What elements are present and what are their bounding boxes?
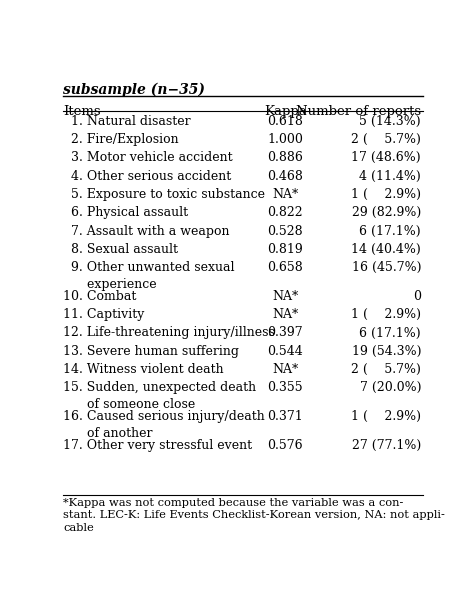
Text: 4 (11.4%): 4 (11.4%) [359, 170, 421, 182]
Text: 5 (14.3%): 5 (14.3%) [359, 115, 421, 128]
Text: 19 (54.3%): 19 (54.3%) [352, 345, 421, 358]
Text: 14 (40.4%): 14 (40.4%) [351, 243, 421, 256]
Text: *Kappa was not computed because the variable was a con-
stant. LEC-K: Life Event: *Kappa was not computed because the vari… [63, 498, 445, 533]
Text: 0.397: 0.397 [267, 327, 303, 340]
Text: subsample (n−35): subsample (n−35) [63, 83, 205, 97]
Text: 10. Combat: 10. Combat [63, 290, 137, 303]
Text: 2 (  5.7%): 2 ( 5.7%) [351, 363, 421, 376]
Text: Items: Items [63, 105, 100, 118]
Text: NA*: NA* [272, 363, 298, 376]
Text: Kappa: Kappa [264, 105, 307, 118]
Text: 14. Witness violent death: 14. Witness violent death [63, 363, 224, 376]
Text: 0.618: 0.618 [267, 115, 303, 128]
Text: 0.886: 0.886 [267, 151, 303, 165]
Text: 13. Severe human suffering: 13. Severe human suffering [63, 345, 239, 358]
Text: Number of reports: Number of reports [296, 105, 421, 118]
Text: 1 (  2.9%): 1 ( 2.9%) [351, 308, 421, 321]
Text: 11. Captivity: 11. Captivity [63, 308, 144, 321]
Text: 15. Sudden, unexpected death
      of someone close: 15. Sudden, unexpected death of someone … [63, 381, 256, 412]
Text: 4. Other serious accident: 4. Other serious accident [63, 170, 231, 182]
Text: 2. Fire/Explosion: 2. Fire/Explosion [63, 133, 179, 146]
Text: NA*: NA* [272, 188, 298, 201]
Text: 29 (82.9%): 29 (82.9%) [352, 206, 421, 219]
Text: 0.544: 0.544 [267, 345, 303, 358]
Text: 1 (  2.9%): 1 ( 2.9%) [351, 188, 421, 201]
Text: 0.822: 0.822 [267, 206, 303, 219]
Text: 0.355: 0.355 [267, 381, 303, 394]
Text: 0.528: 0.528 [267, 225, 303, 238]
Text: 0.819: 0.819 [267, 243, 303, 256]
Text: 0: 0 [413, 290, 421, 303]
Text: 9. Other unwanted sexual
      experience: 9. Other unwanted sexual experience [63, 261, 235, 291]
Text: 8. Sexual assault: 8. Sexual assault [63, 243, 178, 256]
Text: 0.658: 0.658 [267, 261, 303, 274]
Text: 2 (  5.7%): 2 ( 5.7%) [351, 133, 421, 146]
Text: 7. Assault with a weapon: 7. Assault with a weapon [63, 225, 229, 238]
Text: 0.371: 0.371 [267, 410, 303, 423]
Text: 3. Motor vehicle accident: 3. Motor vehicle accident [63, 151, 233, 165]
Text: 16. Caused serious injury/death
      of another: 16. Caused serious injury/death of anoth… [63, 410, 264, 440]
Text: 27 (77.1%): 27 (77.1%) [352, 439, 421, 452]
Text: 1.000: 1.000 [267, 133, 303, 146]
Text: 1 (  2.9%): 1 ( 2.9%) [351, 410, 421, 423]
Text: NA*: NA* [272, 308, 298, 321]
Text: 5. Exposure to toxic substance: 5. Exposure to toxic substance [63, 188, 265, 201]
Text: 6 (17.1%): 6 (17.1%) [359, 225, 421, 238]
Text: 12. Life-threatening injury/illness: 12. Life-threatening injury/illness [63, 327, 275, 340]
Text: 17. Other very stressful event: 17. Other very stressful event [63, 439, 252, 452]
Text: 16 (45.7%): 16 (45.7%) [352, 261, 421, 274]
Text: NA*: NA* [272, 290, 298, 303]
Text: 6 (17.1%): 6 (17.1%) [359, 327, 421, 340]
Text: 17 (48.6%): 17 (48.6%) [351, 151, 421, 165]
Text: 0.576: 0.576 [267, 439, 303, 452]
Text: 1. Natural disaster: 1. Natural disaster [63, 115, 191, 128]
Text: 7 (20.0%): 7 (20.0%) [360, 381, 421, 394]
Text: 6. Physical assault: 6. Physical assault [63, 206, 188, 219]
Text: 0.468: 0.468 [267, 170, 303, 182]
